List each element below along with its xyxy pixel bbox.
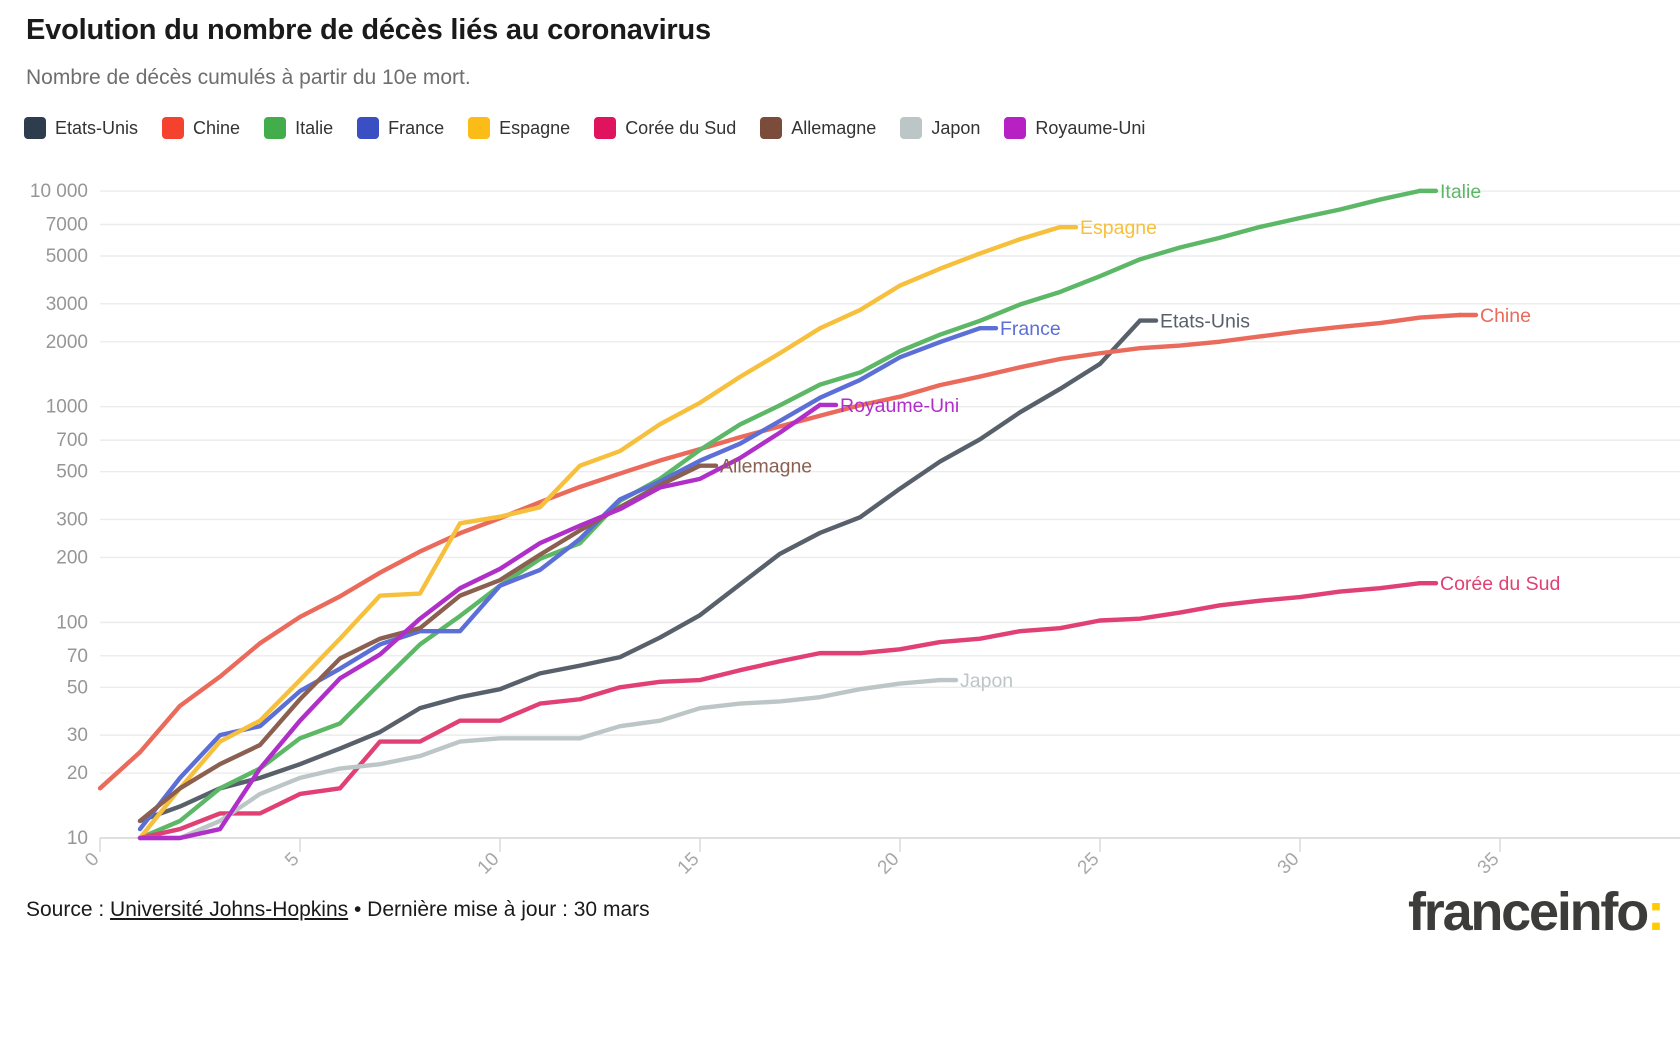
y-axis-tick-label: 10 000: [30, 181, 88, 202]
legend-item-chine[interactable]: Chine: [162, 117, 240, 139]
y-axis-tick-label: 70: [67, 646, 88, 667]
legend-item-label: Espagne: [499, 117, 571, 138]
series-end-label-allemagne: Allemagne: [720, 456, 812, 478]
series-line-italie[interactable]: [137, 188, 1423, 841]
series-end-label-chine: Chine: [1480, 305, 1531, 327]
legend-item-espagne[interactable]: Espagne: [468, 117, 570, 139]
series-end-label-italie: Italie: [1440, 181, 1481, 203]
series-line-etats-unis[interactable]: [137, 318, 1143, 824]
legend-item-italie[interactable]: Italie: [264, 117, 333, 139]
legend-item-label: Chine: [193, 117, 241, 138]
y-axis-tick-label: 20: [67, 763, 88, 784]
x-axis-tick-label: 35: [1474, 849, 1504, 879]
x-axis-tick-label: 15: [674, 849, 704, 879]
series-end-label-royaume-uni: Royaume-Uni: [840, 395, 959, 417]
chart-legend: Etats-Unis Chine Italie France Espagne Corée …: [24, 117, 1169, 139]
legend-swatch-icon: [264, 117, 287, 139]
legend-item-royaume-uni[interactable]: Royaume-Uni: [1004, 117, 1145, 139]
legend-item-japon[interactable]: Japon: [900, 117, 980, 139]
legend-item-label: France: [388, 117, 445, 138]
franceinfo-logo: franceinfo:: [1407, 882, 1665, 942]
legend-item-label: Etats-Unis: [55, 117, 139, 138]
line-chart-svg: 1020305070100200300500700100020003000500…: [30, 181, 1680, 879]
source-link[interactable]: Université Johns-Hopkins: [110, 898, 349, 921]
series-line-japon[interactable]: [137, 677, 943, 841]
x-axis-tick-label: 25: [1074, 849, 1104, 879]
legend-swatch-icon: [900, 117, 923, 139]
series-line-espagne[interactable]: [137, 224, 1063, 841]
legend-swatch-icon: [357, 117, 380, 139]
legend-swatch-icon: [1004, 117, 1027, 139]
legend-swatch-icon: [468, 117, 491, 139]
x-axis-tick-label: 20: [874, 849, 904, 879]
chart-plot-area: 10 20 30 50 70 100 200 300 500 700 1000 2000 3000 500…: [0, 160, 1680, 890]
y-axis-tick-label: 200: [56, 547, 88, 568]
series-line-cor-e-du-sud[interactable]: [137, 580, 1423, 841]
legend-swatch-icon: [162, 117, 185, 139]
x-axis-tick-label: 0: [81, 849, 103, 871]
legend-item-label: Italie: [295, 117, 334, 138]
legend-item-allemagne[interactable]: Allemagne: [760, 117, 876, 139]
series-end-label-cor-e-du-sud: Corée du Sud: [1440, 573, 1560, 595]
y-axis-tick-label: 100: [56, 612, 88, 633]
series-end-label-etats-unis: Etats-Unis: [1160, 311, 1250, 333]
y-axis-tick-label: 700: [56, 430, 88, 451]
logo-text: franceinfo: [1407, 882, 1649, 942]
y-axis-tick-label: 1000: [46, 397, 88, 418]
page-title: Evolution du nombre de décès liés au cor…: [26, 14, 711, 46]
legend-item-etats-unis[interactable]: Etats-Unis: [24, 117, 138, 139]
chart-footer: Source : Université Johns-Hopkins • Dern…: [26, 898, 650, 922]
legend-item-label: Corée du Sud: [625, 117, 737, 138]
series-end-label-espagne: Espagne: [1080, 217, 1157, 239]
legend-item-label: Royaume-Uni: [1035, 117, 1146, 138]
series-line-chine[interactable]: [97, 312, 1463, 791]
series-line-france[interactable]: [137, 325, 983, 832]
series-end-label-france: France: [1000, 318, 1061, 340]
y-axis-tick-label: 3000: [46, 294, 88, 315]
legend-item-france[interactable]: France: [357, 117, 444, 139]
logo-dots-icon: :: [1647, 882, 1665, 942]
x-axis-tick-label: 10: [474, 849, 504, 879]
legend-item-label: Japon: [931, 117, 981, 138]
series-line-royaume-uni[interactable]: [137, 402, 823, 841]
x-axis-tick-label: 5: [281, 849, 303, 871]
y-axis-tick-label: 500: [56, 462, 88, 483]
y-axis-tick-label: 30: [67, 725, 88, 746]
chart-subtitle: Nombre de décès cumulés à partir du 10e …: [26, 66, 471, 89]
x-axis-tick-label: 30: [1274, 849, 1304, 879]
y-axis-tick-label: 50: [67, 677, 88, 698]
y-axis-tick-label: 10: [67, 828, 88, 849]
legend-swatch-icon: [24, 117, 46, 139]
source-suffix: • Dernière mise à jour : 30 mars: [348, 898, 650, 921]
legend-swatch-icon: [594, 117, 617, 139]
y-axis-tick-label: 300: [56, 509, 88, 530]
source-prefix: Source :: [26, 898, 111, 921]
legend-swatch-icon: [760, 117, 783, 139]
y-axis-tick-label: 2000: [46, 332, 88, 353]
legend-item-label: Allemagne: [791, 117, 877, 138]
y-axis-tick-label: 5000: [46, 246, 88, 267]
y-axis-tick-label: 7000: [46, 214, 88, 235]
legend-item-cor-e-du-sud[interactable]: Corée du Sud: [594, 117, 736, 139]
series-end-label-japon: Japon: [960, 670, 1013, 692]
